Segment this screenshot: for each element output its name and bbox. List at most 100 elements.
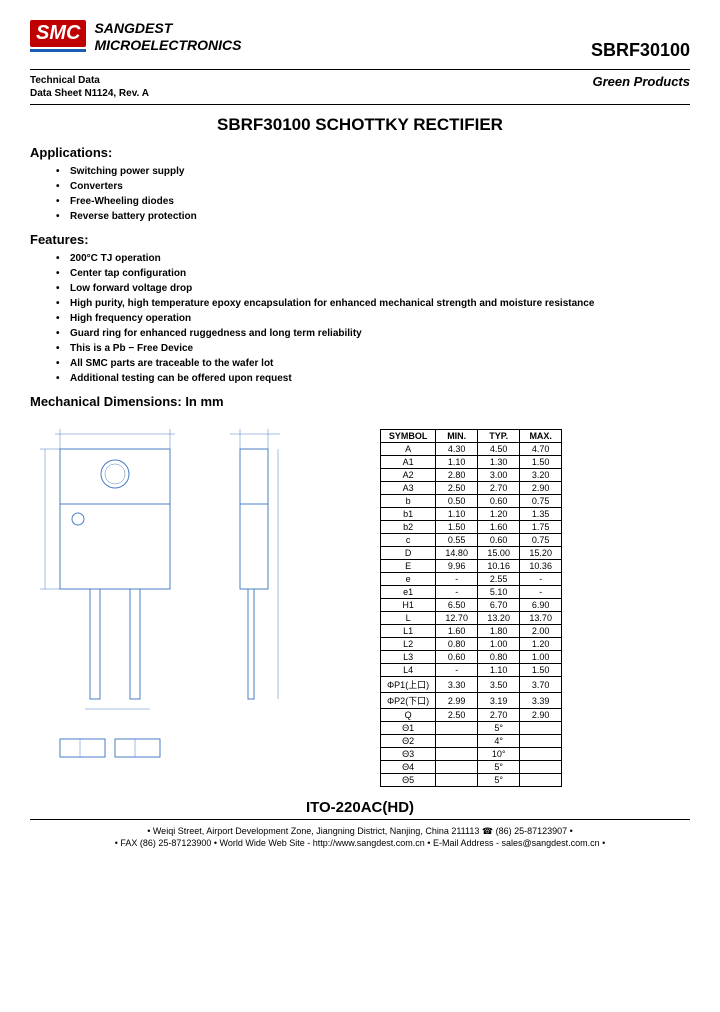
table-row: D14.8015.0015.20 (381, 547, 562, 560)
list-item: High purity, high temperature epoxy enca… (70, 296, 690, 311)
table-cell: 0.80 (436, 638, 478, 651)
table-row: L30.600.801.00 (381, 651, 562, 664)
table-cell: 2.90 (520, 482, 562, 495)
table-cell: b (381, 495, 436, 508)
table-cell: 10.36 (520, 560, 562, 573)
table-cell: 1.50 (520, 456, 562, 469)
table-cell: Θ2 (381, 735, 436, 748)
table-cell (436, 722, 478, 735)
table-row: Θ55° (381, 774, 562, 787)
list-item: All SMC parts are traceable to the wafer… (70, 356, 690, 371)
table-cell: 2.70 (478, 709, 520, 722)
table-cell: 5° (478, 761, 520, 774)
table-cell: 10° (478, 748, 520, 761)
table-cell: 2.70 (478, 482, 520, 495)
table-cell: 15.00 (478, 547, 520, 560)
table-cell: 0.60 (478, 495, 520, 508)
table-cell: 3.70 (520, 677, 562, 693)
table-row: A22.803.003.20 (381, 469, 562, 482)
table-row: L4-1.101.50 (381, 664, 562, 677)
table-cell: L1 (381, 625, 436, 638)
table-cell: A1 (381, 456, 436, 469)
company-logo: SMC (30, 20, 86, 52)
col-typ: TYP. (478, 430, 520, 443)
table-cell: 3.00 (478, 469, 520, 482)
table-cell: 1.80 (478, 625, 520, 638)
table-cell: 1.10 (478, 664, 520, 677)
table-cell: 2.99 (436, 693, 478, 709)
table-row: c0.550.600.75 (381, 534, 562, 547)
table-cell: 6.50 (436, 599, 478, 612)
table-row: b0.500.600.75 (381, 495, 562, 508)
list-item: Switching power supply (70, 164, 690, 179)
table-cell (520, 722, 562, 735)
list-item: Reverse battery protection (70, 209, 690, 224)
table-cell: 3.50 (478, 677, 520, 693)
table-cell: - (436, 573, 478, 586)
table-cell: L4 (381, 664, 436, 677)
footer-line1: • Weiqi Street, Airport Development Zone… (30, 826, 690, 838)
table-cell: A2 (381, 469, 436, 482)
table-cell: 3.30 (436, 677, 478, 693)
package-name: ITO-220AC(HD) (30, 799, 690, 820)
table-cell: 14.80 (436, 547, 478, 560)
table-cell: 4° (478, 735, 520, 748)
features-heading: Features: (30, 232, 690, 247)
table-row: Θ15° (381, 722, 562, 735)
table-row: ΦP2(下口)2.993.193.39 (381, 693, 562, 709)
package-diagram (30, 419, 370, 779)
company-line2: MICROELECTRONICS (94, 37, 241, 54)
table-cell: - (520, 573, 562, 586)
table-cell: b1 (381, 508, 436, 521)
list-item: 200°C TJ operation (70, 251, 690, 266)
list-item: Center tap configuration (70, 266, 690, 281)
table-cell (436, 748, 478, 761)
company-line1: SANGDEST (94, 20, 241, 37)
table-row: A4.304.504.70 (381, 443, 562, 456)
table-cell: 1.10 (436, 508, 478, 521)
table-cell: 2.80 (436, 469, 478, 482)
table-cell: 2.50 (436, 709, 478, 722)
table-cell: A3 (381, 482, 436, 495)
table-cell: 6.70 (478, 599, 520, 612)
footer: • Weiqi Street, Airport Development Zone… (30, 826, 690, 849)
table-cell (436, 774, 478, 787)
table-row: E9.9610.1610.36 (381, 560, 562, 573)
table-row: L11.601.802.00 (381, 625, 562, 638)
header-left: SMC SANGDEST MICROELECTRONICS (30, 20, 241, 54)
table-cell: Θ3 (381, 748, 436, 761)
table-cell: 2.90 (520, 709, 562, 722)
col-max: MAX. (520, 430, 562, 443)
table-cell: - (436, 586, 478, 599)
table-row: Θ2 4° (381, 735, 562, 748)
table-cell: 2.55 (478, 573, 520, 586)
table-cell: 1.10 (436, 456, 478, 469)
part-number: SBRF30100 (591, 40, 690, 61)
table-cell (436, 761, 478, 774)
features-list: 200°C TJ operation Center tap configurat… (30, 251, 690, 386)
table-cell (520, 774, 562, 787)
table-cell: L3 (381, 651, 436, 664)
list-item: Low forward voltage drop (70, 281, 690, 296)
list-item: Free-Wheeling diodes (70, 194, 690, 209)
header: SMC SANGDEST MICROELECTRONICS SBRF30100 (30, 20, 690, 70)
table-cell: 1.20 (478, 508, 520, 521)
mech-heading: Mechanical Dimensions: In mm (30, 394, 690, 409)
applications-heading: Applications: (30, 145, 690, 160)
table-cell: b2 (381, 521, 436, 534)
table-cell (520, 735, 562, 748)
table-cell: 1.00 (520, 651, 562, 664)
table-row: Θ45° (381, 761, 562, 774)
footer-line2: • FAX (86) 25-87123900 • World Wide Web … (30, 838, 690, 850)
table-cell: ΦP1(上口) (381, 677, 436, 693)
table-row: e1-5.10- (381, 586, 562, 599)
tech-line1: Technical Data (30, 74, 149, 87)
logo-text: SMC (30, 20, 86, 47)
table-cell: 1.00 (478, 638, 520, 651)
table-cell: 5.10 (478, 586, 520, 599)
table-cell: 1.50 (436, 521, 478, 534)
list-item: Guard ring for enhanced ruggedness and l… (70, 326, 690, 341)
subheader: Technical Data Data Sheet N1124, Rev. A … (30, 70, 690, 105)
table-cell: 1.30 (478, 456, 520, 469)
table-cell: 4.50 (478, 443, 520, 456)
